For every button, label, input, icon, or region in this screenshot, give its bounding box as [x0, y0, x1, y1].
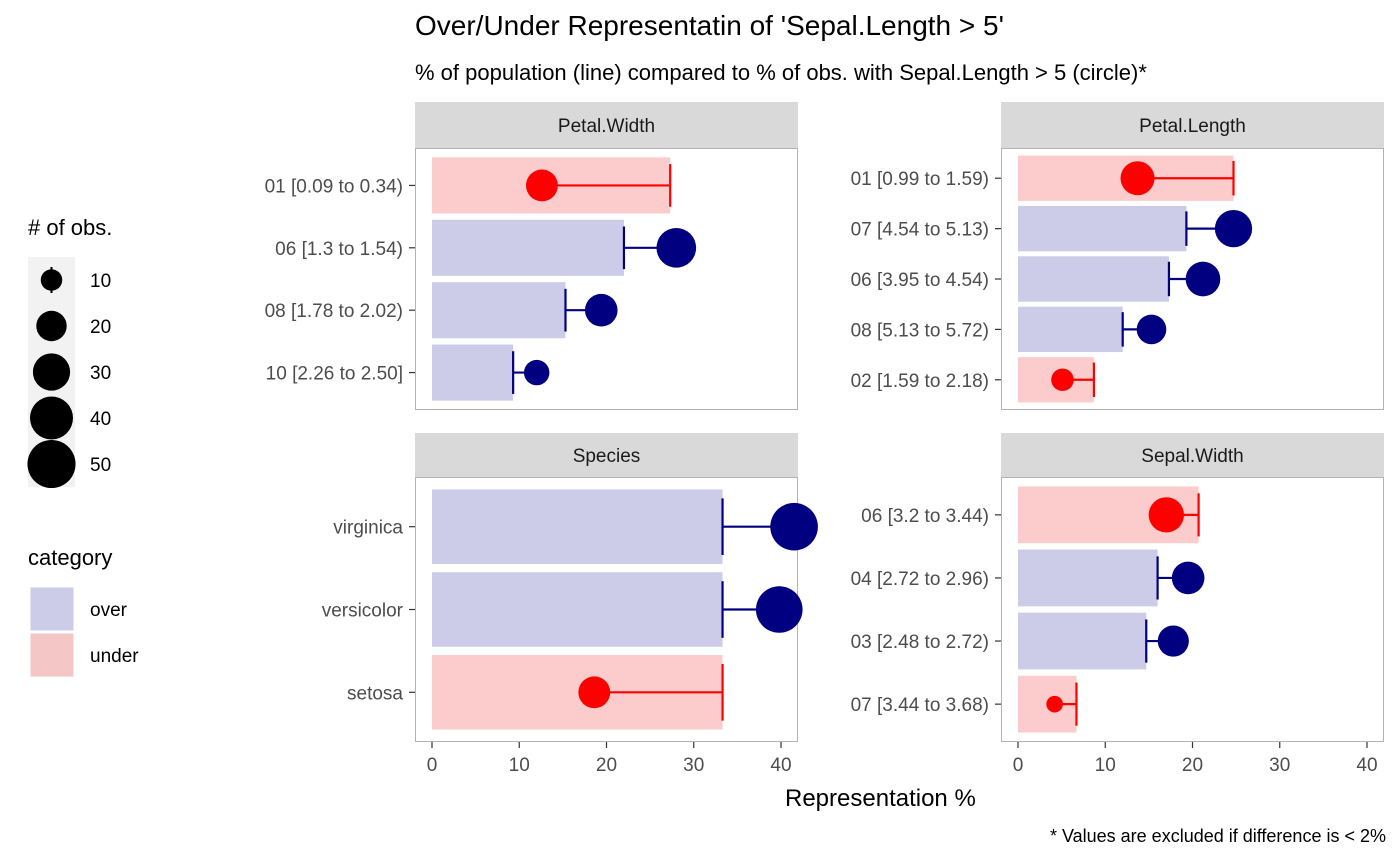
observed-point-petal-width-0 [525, 169, 558, 202]
size-legend-label-50: 50 [90, 455, 111, 476]
y-tick-label-petal-width-2: 08 [1.78 to 2.02) [265, 301, 403, 322]
category-legend-swatch-over [29, 586, 75, 632]
bar-petal-length-2 [1018, 256, 1169, 302]
y-tick-label-sepal-width-0: 06 [3.2 to 3.44) [861, 506, 989, 527]
observed-point-petal-length-4 [1051, 368, 1074, 392]
x-tick-label-sepal-width-4: 40 [1356, 755, 1377, 776]
observed-point-sepal-width-3 [1046, 695, 1063, 713]
bar-petal-width-3 [432, 344, 514, 401]
bar-petal-length-1 [1018, 205, 1187, 252]
observed-point-petal-length-2 [1185, 261, 1221, 297]
y-tick-label-petal-width-3: 10 [2.26 to 2.50] [266, 364, 403, 385]
x-tick-label-sepal-width-1: 10 [1095, 755, 1116, 776]
facet-label-species: Species [573, 446, 641, 467]
observed-point-petal-length-1 [1214, 209, 1253, 248]
bar-sepal-width-2 [1018, 612, 1147, 670]
chart-title: Over/Under Representatin of 'Sepal.Lengt… [415, 10, 1004, 41]
observed-point-petal-width-1 [656, 227, 697, 268]
facet-label-petal-width: Petal.Width [558, 116, 655, 137]
y-tick-label-petal-length-3: 08 [5.13 to 5.72) [851, 320, 989, 341]
chart-caption: * Values are excluded if difference is <… [1049, 826, 1386, 846]
x-tick-label-sepal-width-0: 0 [1013, 755, 1024, 776]
size-legend-title: # of obs. [28, 215, 113, 240]
facet-label-petal-length: Petal.Length [1139, 116, 1246, 137]
bar-petal-width-1 [432, 219, 624, 276]
y-tick-label-petal-width-1: 06 [1.3 to 1.54) [275, 239, 403, 260]
size-legend-label-30: 30 [90, 363, 111, 384]
observed-point-species-0 [770, 502, 818, 551]
chart-subtitle: % of population (line) compared to % of … [415, 60, 1147, 85]
y-tick-label-petal-length-0: 01 [0.99 to 1.59) [851, 169, 989, 190]
facet-strip-petal-length [1001, 102, 1384, 148]
facet-strip-sepal-width [1001, 433, 1384, 477]
y-tick-label-petal-length-1: 07 [4.54 to 5.13) [851, 220, 989, 241]
size-legend-label-10: 10 [90, 271, 111, 292]
bar-sepal-width-1 [1018, 549, 1158, 607]
y-tick-label-sepal-width-1: 04 [2.72 to 2.96) [851, 569, 989, 590]
observed-point-species-1 [755, 586, 803, 633]
x-axis-title: Representation % [785, 785, 976, 812]
observed-point-species-2 [578, 676, 611, 709]
x-tick-label-sepal-width-2: 20 [1182, 755, 1203, 776]
observed-point-petal-length-3 [1136, 314, 1167, 345]
category-legend-title: category [28, 545, 113, 570]
y-tick-label-petal-width-0: 01 [0.09 to 0.34) [265, 176, 403, 197]
size-legend-label-40: 40 [90, 409, 111, 430]
observed-point-sepal-width-1 [1171, 561, 1205, 595]
observed-point-petal-length-0 [1120, 161, 1155, 196]
bar-species-0 [432, 489, 723, 564]
y-tick-label-species-0: virginica [333, 518, 403, 539]
facet-strip-petal-width [415, 102, 798, 148]
x-tick-label-species-4: 40 [770, 755, 791, 776]
x-tick-label-species-2: 20 [596, 755, 617, 776]
y-tick-label-petal-length-4: 02 [1.59 to 2.18) [851, 371, 989, 392]
category-legend-label-over: over [90, 600, 128, 621]
observed-point-sepal-width-2 [1157, 625, 1189, 657]
x-tick-label-species-3: 30 [683, 755, 704, 776]
observed-point-petal-width-2 [584, 293, 618, 327]
facet-strip-species [415, 433, 798, 477]
bar-petal-length-3 [1018, 306, 1123, 353]
y-tick-label-species-2: setosa [347, 683, 403, 704]
x-tick-label-species-0: 0 [427, 755, 438, 776]
size-legend-label-20: 20 [90, 317, 111, 338]
observed-point-sepal-width-0 [1148, 497, 1184, 533]
y-tick-label-species-1: versicolor [322, 601, 404, 622]
y-tick-label-sepal-width-3: 07 [3.44 to 3.68) [851, 695, 989, 716]
x-tick-label-species-1: 10 [509, 755, 530, 776]
category-legend-label-under: under [90, 646, 139, 667]
bar-petal-width-2 [432, 282, 566, 339]
y-tick-label-sepal-width-2: 03 [2.48 to 2.72) [851, 632, 989, 653]
category-legend-swatch-under [29, 632, 75, 678]
x-tick-label-sepal-width-3: 30 [1269, 755, 1290, 776]
facet-label-sepal-width: Sepal.Width [1141, 446, 1243, 467]
bar-species-1 [432, 572, 723, 647]
y-tick-label-petal-length-2: 06 [3.95 to 4.54) [851, 270, 989, 291]
observed-point-petal-width-3 [523, 359, 550, 386]
